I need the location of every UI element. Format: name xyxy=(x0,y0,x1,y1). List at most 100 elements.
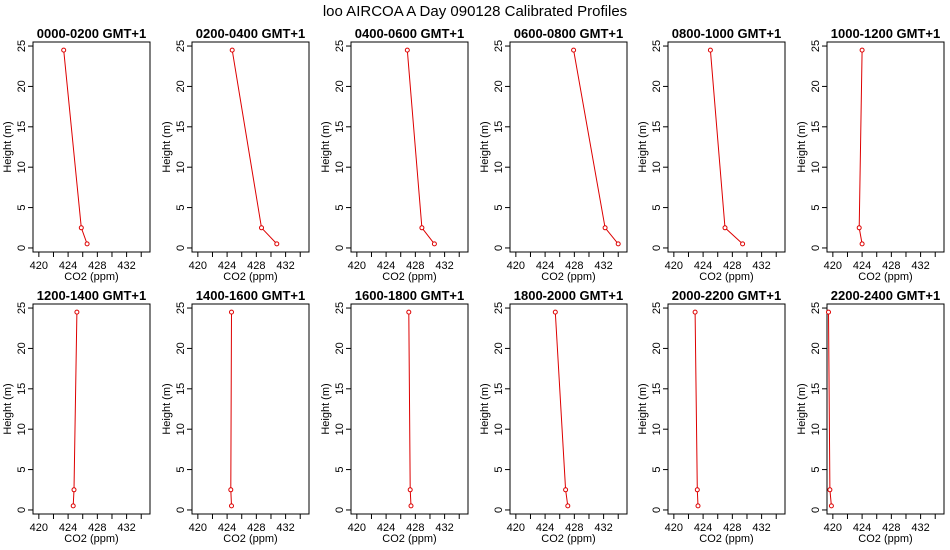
x-axis-label: CO2 (ppm) xyxy=(858,533,912,545)
x-tick-label: 428 xyxy=(723,522,741,534)
y-tick-label: 0 xyxy=(334,245,346,251)
profile-line xyxy=(554,312,569,506)
y-tick-label: 15 xyxy=(334,121,346,133)
y-axis-label: Height (m) xyxy=(2,383,14,434)
y-tick-label: 10 xyxy=(175,423,187,435)
plot-frame xyxy=(826,41,945,253)
y-tick-label: 10 xyxy=(651,161,663,173)
x-tick-label: 432 xyxy=(276,522,294,534)
y-tick-label: 10 xyxy=(810,161,822,173)
y-tick-label: 0 xyxy=(810,245,822,251)
y-tick-label: 20 xyxy=(810,80,822,92)
data-point xyxy=(84,241,90,247)
profile-line xyxy=(230,312,232,506)
profile-line xyxy=(408,312,412,506)
x-axis-label: CO2 (ppm) xyxy=(541,533,595,545)
data-point xyxy=(695,503,701,509)
x-tick-label: 420 xyxy=(30,522,48,534)
data-point xyxy=(228,487,234,493)
y-tick-label: 20 xyxy=(16,80,28,92)
y-tick-label: 0 xyxy=(334,507,346,513)
x-axis-label: CO2 (ppm) xyxy=(64,533,118,545)
y-tick-label: 5 xyxy=(16,205,28,211)
x-axis-label: CO2 (ppm) xyxy=(382,533,436,545)
y-tick-label: 20 xyxy=(493,342,505,354)
y-tick-label: 0 xyxy=(16,507,28,513)
y-axis-label: Height (m) xyxy=(161,121,173,172)
panel-title: 0400-0600 GMT+1 xyxy=(355,26,464,41)
x-tick-label: 432 xyxy=(911,260,929,272)
y-tick-label: 5 xyxy=(175,467,187,473)
plot-frame xyxy=(667,41,786,253)
x-tick-label: 432 xyxy=(117,260,135,272)
x-tick-label: 420 xyxy=(507,260,525,272)
y-tick-label: 20 xyxy=(651,342,663,354)
data-point xyxy=(406,309,412,315)
x-tick-label: 424 xyxy=(59,260,77,272)
y-tick-label: 20 xyxy=(16,342,28,354)
y-tick-label: 10 xyxy=(493,161,505,173)
y-tick-label: 25 xyxy=(810,40,822,52)
x-axis-label: CO2 (ppm) xyxy=(699,271,753,283)
y-axis-label: Height (m) xyxy=(161,383,173,434)
x-axis-label: CO2 (ppm) xyxy=(382,271,436,283)
panel-title: 2200-2400 GMT+1 xyxy=(831,288,940,303)
plot-frame xyxy=(826,303,945,515)
y-tick-label: 0 xyxy=(810,507,822,513)
panel-title: 1400-1600 GMT+1 xyxy=(196,288,305,303)
data-point xyxy=(571,47,577,53)
plot-frame xyxy=(667,303,786,515)
profile-line xyxy=(63,50,88,245)
data-point xyxy=(563,487,569,493)
plot-frame xyxy=(191,41,310,253)
x-tick-label: 432 xyxy=(435,260,453,272)
y-axis-label: Height (m) xyxy=(796,121,808,172)
x-tick-label: 432 xyxy=(435,522,453,534)
plot-frame xyxy=(32,41,151,253)
x-axis-label: CO2 (ppm) xyxy=(223,271,277,283)
x-tick-label: 420 xyxy=(348,522,366,534)
y-axis-label: Height (m) xyxy=(320,121,332,172)
panel-title: 1800-2000 GMT+1 xyxy=(514,288,623,303)
y-tick-label: 25 xyxy=(651,302,663,314)
data-point xyxy=(859,47,865,53)
data-point xyxy=(419,225,425,231)
x-axis-label: CO2 (ppm) xyxy=(699,533,753,545)
data-point xyxy=(71,487,77,493)
y-tick-label: 0 xyxy=(651,245,663,251)
y-tick-label: 15 xyxy=(651,121,663,133)
y-tick-label: 0 xyxy=(175,245,187,251)
y-tick-label: 15 xyxy=(493,121,505,133)
y-tick-label: 25 xyxy=(16,40,28,52)
profile-line xyxy=(573,50,619,245)
data-point xyxy=(61,47,67,53)
y-tick-label: 25 xyxy=(493,40,505,52)
y-tick-label: 25 xyxy=(334,40,346,52)
x-tick-label: 420 xyxy=(30,260,48,272)
y-tick-label: 15 xyxy=(334,383,346,395)
y-axis-label: Height (m) xyxy=(2,121,14,172)
y-tick-label: 10 xyxy=(16,423,28,435)
y-tick-label: 15 xyxy=(175,121,187,133)
x-tick-label: 428 xyxy=(406,260,424,272)
y-tick-label: 0 xyxy=(651,507,663,513)
plot-frame xyxy=(191,303,310,515)
x-tick-label: 432 xyxy=(117,522,135,534)
data-point xyxy=(70,503,76,509)
data-point xyxy=(740,241,746,247)
data-point xyxy=(404,47,410,53)
data-point xyxy=(408,503,414,509)
panel-title: 0800-1000 GMT+1 xyxy=(672,26,781,41)
y-axis-label: Height (m) xyxy=(479,121,491,172)
data-point xyxy=(552,309,558,315)
profile-line xyxy=(406,50,435,245)
x-tick-label: 432 xyxy=(276,260,294,272)
x-tick-label: 424 xyxy=(218,522,236,534)
x-axis-label: CO2 (ppm) xyxy=(858,271,912,283)
y-tick-label: 15 xyxy=(16,383,28,395)
